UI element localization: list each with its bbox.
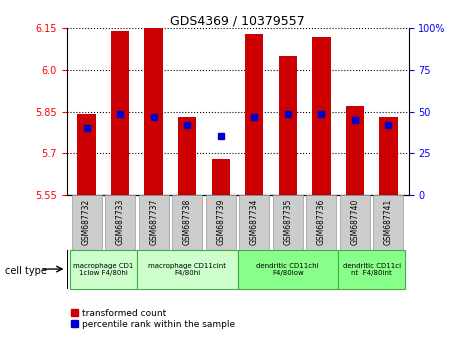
Legend: transformed count, percentile rank within the sample: transformed count, percentile rank withi… bbox=[71, 309, 235, 329]
Bar bbox=[273, 195, 303, 250]
Bar bbox=[172, 195, 202, 250]
Bar bbox=[178, 117, 197, 195]
Bar bbox=[306, 195, 336, 250]
Text: GSM687736: GSM687736 bbox=[317, 199, 326, 245]
Bar bbox=[137, 250, 238, 289]
Text: GSM687738: GSM687738 bbox=[183, 199, 192, 245]
Bar bbox=[206, 195, 236, 250]
Bar bbox=[139, 195, 169, 250]
Bar bbox=[278, 56, 297, 195]
Text: GSM687737: GSM687737 bbox=[149, 199, 158, 245]
Bar bbox=[211, 159, 230, 195]
Bar bbox=[245, 34, 264, 195]
Bar bbox=[70, 250, 137, 289]
Text: GSM687732: GSM687732 bbox=[82, 199, 91, 245]
Text: GSM687735: GSM687735 bbox=[283, 199, 292, 245]
Bar bbox=[373, 195, 403, 250]
Text: GSM687733: GSM687733 bbox=[115, 199, 124, 245]
Text: macrophage CD11cint
F4/80hi: macrophage CD11cint F4/80hi bbox=[148, 263, 226, 275]
Text: dendritic CD11chi
F4/80low: dendritic CD11chi F4/80low bbox=[256, 263, 319, 275]
Bar bbox=[144, 28, 163, 195]
Text: GSM687734: GSM687734 bbox=[250, 199, 259, 245]
Text: GSM687739: GSM687739 bbox=[216, 199, 225, 245]
Text: dendritic CD11ci
nt  F4/80int: dendritic CD11ci nt F4/80int bbox=[342, 263, 401, 275]
Bar bbox=[239, 195, 269, 250]
Bar bbox=[379, 117, 398, 195]
Bar bbox=[238, 250, 338, 289]
Bar bbox=[340, 195, 370, 250]
Text: macrophage CD1
1clow F4/80hi: macrophage CD1 1clow F4/80hi bbox=[73, 263, 133, 275]
Text: GSM687740: GSM687740 bbox=[351, 199, 360, 245]
Text: cell type: cell type bbox=[5, 266, 47, 276]
Bar bbox=[346, 106, 364, 195]
Bar bbox=[338, 250, 405, 289]
Bar bbox=[312, 37, 331, 195]
Bar bbox=[77, 114, 96, 195]
Text: GSM687741: GSM687741 bbox=[384, 199, 393, 245]
Bar bbox=[111, 31, 129, 195]
Bar bbox=[105, 195, 135, 250]
Bar bbox=[72, 195, 102, 250]
Title: GDS4369 / 10379557: GDS4369 / 10379557 bbox=[170, 14, 305, 27]
